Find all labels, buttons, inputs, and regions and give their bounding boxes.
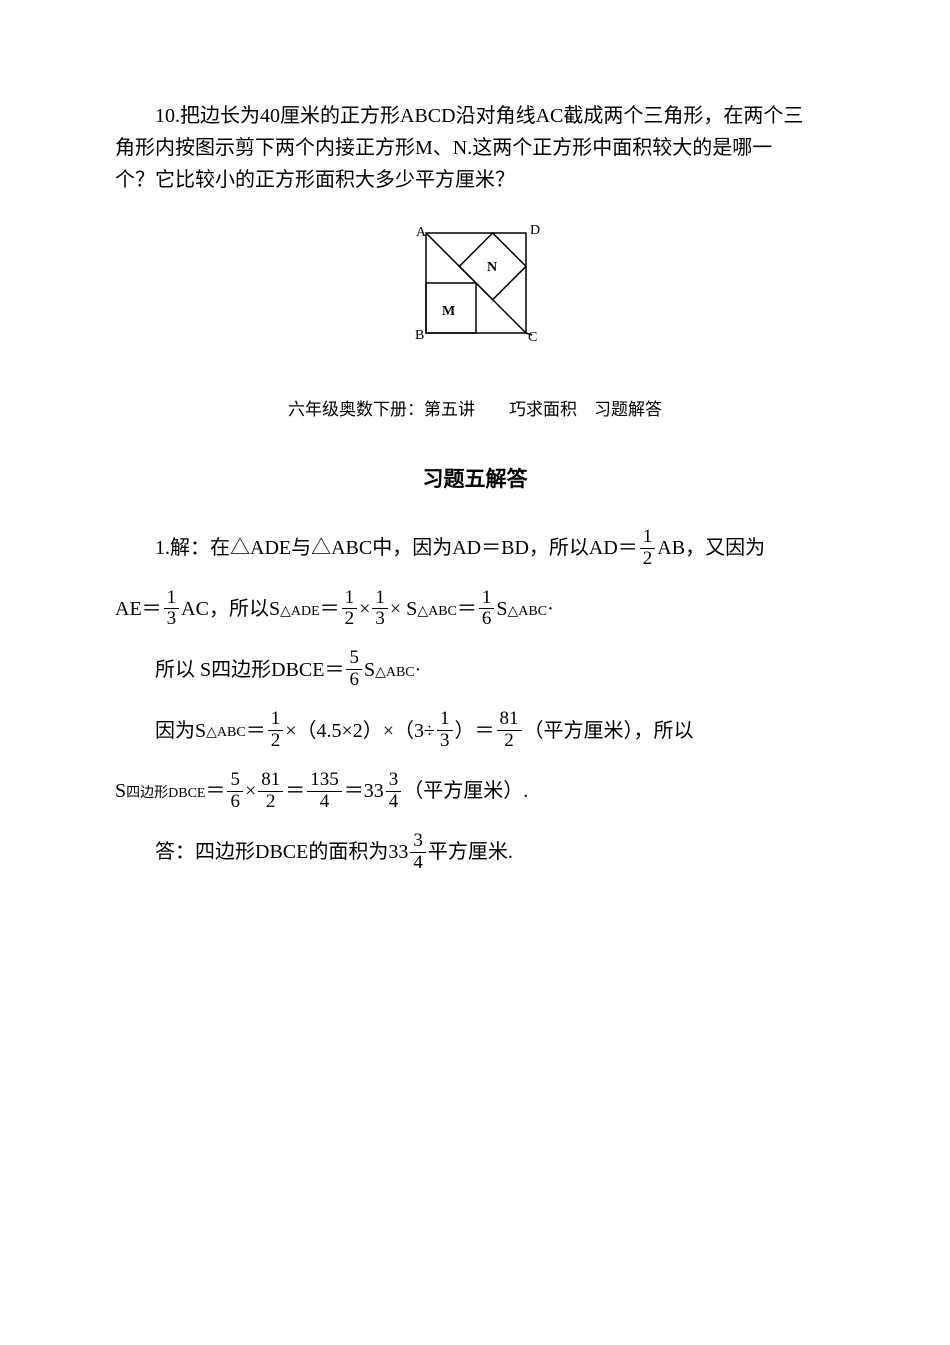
section-title: 习题五解答	[115, 463, 835, 497]
frac-five-sixth: 56	[346, 648, 362, 691]
solution-line-2: AE＝ 13 AC，所以S △ADE ＝ 12 × 13 × S △ABC ＝ …	[115, 588, 835, 631]
label-M: M	[442, 304, 455, 319]
geometry-diagram: A D B C M N	[398, 221, 553, 356]
frac-five-sixth: 56	[227, 770, 243, 813]
text: 1.解：在△ADE与△ABC中，因为AD＝BD，所以AD＝	[155, 532, 638, 564]
diagram-container: A D B C M N	[115, 221, 835, 366]
sub: △ABC	[417, 601, 457, 623]
problem-line-1: 10.把边长为40厘米的正方形ABCD沿对角线AC截成两个三角形，在两个三	[115, 100, 835, 132]
text: 所以 S四边形DBCE＝	[155, 654, 344, 686]
text: ＝	[205, 775, 225, 807]
label-D: D	[530, 223, 540, 238]
frac-81-2: 812	[258, 770, 283, 813]
frac-3-4: 34	[386, 770, 402, 813]
sub: 四边形DBCE	[126, 783, 205, 805]
text: ×（4.5×2）×（3÷	[285, 715, 435, 747]
text: 平方厘米.	[428, 836, 513, 868]
sub: △ABC	[206, 722, 246, 744]
frac-sixth: 16	[479, 588, 495, 631]
text: ·	[547, 593, 554, 625]
text: S	[364, 654, 375, 686]
frac-135-4: 1354	[307, 770, 342, 813]
text: （平方厘米），所以	[524, 715, 694, 747]
text: （平方厘米）.	[403, 775, 528, 807]
frac-81-2: 812	[497, 709, 522, 752]
text: ×	[359, 593, 370, 625]
label-B: B	[415, 328, 424, 343]
solution-line-4: 因为S △ABC ＝ 12 ×（4.5×2）×（3÷ 13 ）＝ 812 （平方…	[115, 709, 835, 752]
frac-half: 12	[640, 527, 656, 570]
text: ×	[245, 775, 256, 807]
text: S	[115, 775, 126, 807]
text: ＝33	[344, 775, 384, 807]
frac-third: 13	[437, 709, 453, 752]
problem-text: 10.把边长为40厘米的正方形ABCD沿对角线AC截成两个三角形，在两个三 角形…	[115, 100, 835, 196]
frac-half: 12	[268, 709, 284, 752]
text: 因为S	[155, 715, 206, 747]
label-C: C	[528, 330, 537, 345]
frac-third: 13	[164, 588, 180, 631]
problem-line-3: 个？它比较小的正方形面积大多少平方厘米？	[115, 164, 835, 196]
text: AC，所以S	[181, 593, 280, 625]
sub: △ABC	[375, 662, 415, 684]
text: ）＝	[455, 715, 495, 747]
solution-line-3: 所以 S四边形DBCE＝ 56 S △ABC ·	[115, 648, 835, 691]
problem-line-2: 角形内按图示剪下两个内接正方形M、N.这两个正方形中面积较大的是哪一	[115, 132, 835, 164]
solution-line-6: 答：四边形DBCE的面积为33 34 平方厘米.	[115, 831, 835, 874]
text: ＝	[457, 593, 477, 625]
text: × S	[390, 593, 417, 625]
text: S	[496, 593, 507, 625]
solution-line-5: S 四边形DBCE ＝ 56 × 812 ＝ 1354 ＝33 34 （平方厘米…	[115, 770, 835, 813]
text: ＝	[246, 715, 266, 747]
text: 答：四边形DBCE的面积为33	[155, 836, 408, 868]
text: AB，又因为	[657, 532, 765, 564]
solution-line-1: 1.解：在△ADE与△ABC中，因为AD＝BD，所以AD＝ 12 AB，又因为	[115, 527, 835, 570]
text: ＝	[285, 775, 305, 807]
text: AE＝	[115, 593, 162, 625]
label-A: A	[416, 225, 427, 240]
text: ·	[415, 654, 422, 686]
sub: △ABC	[508, 601, 548, 623]
text: ＝	[320, 593, 340, 625]
sub: △ADE	[280, 601, 320, 623]
frac-3-4: 34	[410, 831, 426, 874]
page-subtitle: 六年级奥数下册：第五讲 巧求面积 习题解答	[115, 396, 835, 423]
label-N: N	[487, 260, 497, 275]
frac-third: 13	[372, 588, 388, 631]
frac-half: 12	[342, 588, 358, 631]
